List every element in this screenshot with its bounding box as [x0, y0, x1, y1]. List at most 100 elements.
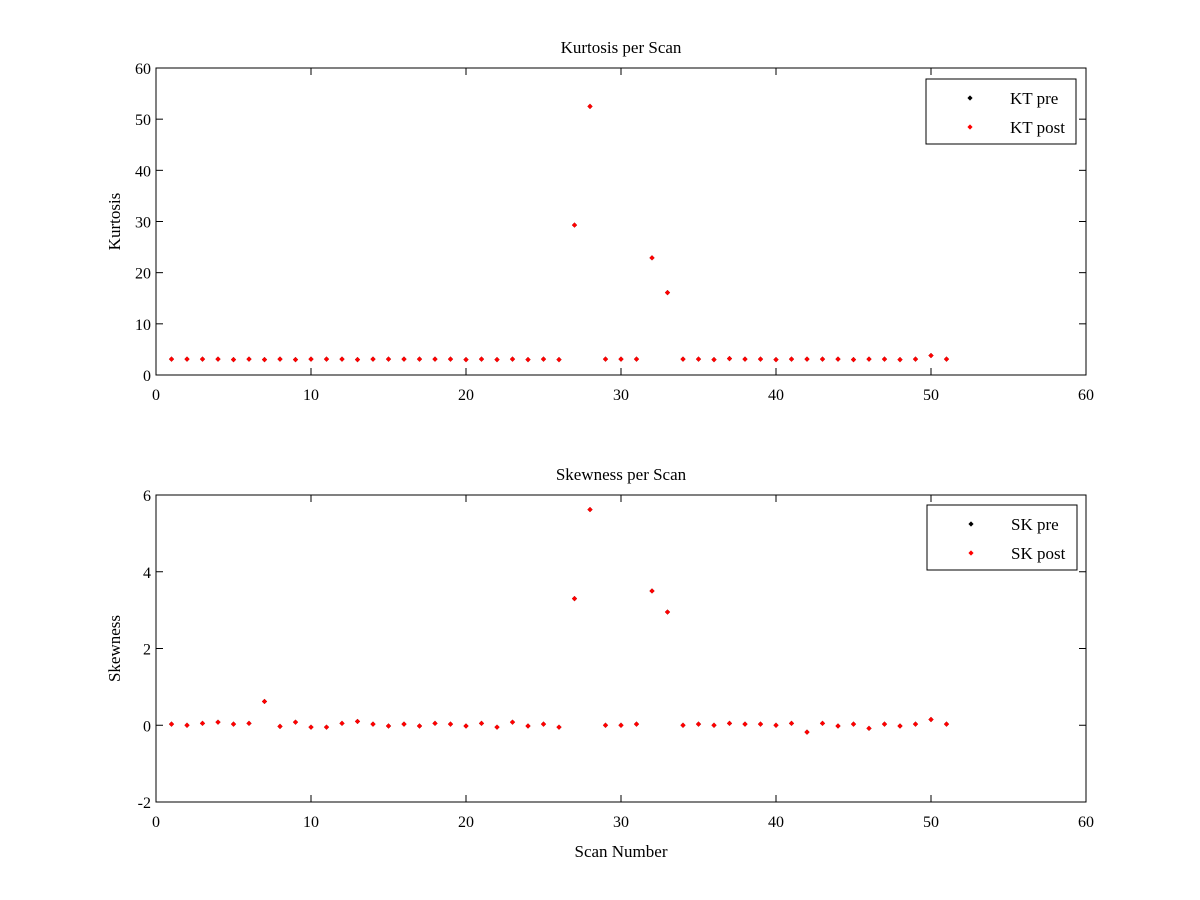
- skewness-point: [463, 723, 469, 729]
- kurtosis-point: [571, 222, 578, 228]
- skewness-x-tick-label: 30: [613, 814, 629, 831]
- kurtosis-point: [943, 356, 950, 362]
- kurtosis-point: [447, 356, 454, 362]
- kurtosis-point: [680, 356, 686, 362]
- kurtosis-point: [385, 356, 392, 362]
- kurtosis-point: [432, 356, 438, 362]
- skewness-x-tick-label: 20: [458, 814, 474, 831]
- skewness-point: [525, 723, 531, 729]
- kurtosis-x-tick-label: 10: [303, 387, 319, 404]
- kurtosis-y-tick-label: 60: [135, 61, 151, 78]
- skewness-point: [339, 720, 345, 726]
- kurtosis-point: [323, 356, 330, 362]
- skewness-title: Skewness per Scan: [556, 465, 687, 484]
- skewness-point: [354, 718, 361, 725]
- skewness-point: [602, 722, 609, 728]
- kurtosis-x-tick-label: 30: [613, 387, 629, 404]
- kurtosis-x-tick-label: 60: [1078, 387, 1094, 404]
- kurtosis-point: [509, 356, 516, 362]
- skewness-point: [509, 719, 516, 725]
- skewness-point: [819, 720, 826, 726]
- skewness-point: [866, 725, 872, 731]
- kurtosis-point: [587, 103, 593, 109]
- skewness-point: [773, 722, 779, 728]
- kurtosis-point: [773, 357, 779, 363]
- kurtosis-point: [463, 357, 469, 363]
- skewness-point: [447, 721, 454, 727]
- kurtosis-point: [633, 356, 640, 362]
- skewness-point: [292, 719, 299, 725]
- skewness-point: [308, 724, 314, 730]
- kurtosis-point: [664, 290, 671, 296]
- skewness-legend-marker: [968, 550, 974, 556]
- kurtosis-x-tick-label: 50: [923, 387, 939, 404]
- kurtosis-point: [308, 356, 314, 362]
- kurtosis-point: [912, 356, 919, 362]
- skewness-point: [494, 724, 500, 730]
- kurtosis-title: Kurtosis per Scan: [561, 38, 682, 57]
- kurtosis-point: [850, 357, 857, 363]
- kurtosis-legend-marker: [967, 124, 973, 130]
- kurtosis-point: [494, 357, 500, 363]
- skewness-y-tick-label: 4: [143, 565, 151, 582]
- skewness-point: [618, 722, 624, 728]
- skewness-point: [540, 721, 547, 727]
- skewness-y-tick-label: 2: [143, 642, 151, 659]
- kurtosis-point: [416, 356, 423, 362]
- kurtosis-legend-box: [925, 78, 1077, 145]
- kurtosis-point: [711, 357, 717, 363]
- skewness-point: [556, 724, 562, 730]
- kurtosis-point: [804, 356, 810, 362]
- skewness-point: [246, 720, 252, 726]
- kurtosis-point: [168, 356, 175, 362]
- skewness-point: [323, 724, 330, 730]
- kurtosis-point: [819, 356, 826, 362]
- skewness-x-tick-label: 50: [923, 814, 939, 831]
- kurtosis-point: [292, 357, 299, 363]
- kurtosis-point: [370, 356, 376, 362]
- skewness-y-tick-label: 6: [143, 488, 151, 505]
- kurtosis-point: [726, 356, 733, 362]
- kurtosis-point: [478, 356, 485, 362]
- kurtosis-y-tick-label: 50: [135, 112, 151, 129]
- kurtosis-point: [540, 356, 547, 362]
- skewness-point: [230, 721, 237, 727]
- kurtosis-y-tick-label: 20: [135, 266, 151, 283]
- kurtosis-x-tick-label: 0: [152, 387, 160, 404]
- skewness-x-tick-label: 0: [152, 814, 160, 831]
- kurtosis-point: [602, 356, 609, 362]
- skewness-point: [912, 721, 919, 727]
- kurtosis-plot: 0 10 20 30 40 50 60 0 10 20 30 40 50 60 Kurtosis per S…: [105, 38, 1094, 404]
- kurtosis-point: [261, 357, 268, 363]
- skewness-x-axis-label: Scan Number: [574, 842, 667, 861]
- skewness-legend-marker: [968, 521, 974, 527]
- skewness-point: [742, 721, 748, 727]
- kurtosis-legend-label: KT pre: [1010, 89, 1058, 108]
- skewness-y-tick-label: -2: [138, 795, 151, 812]
- kurtosis-point: [866, 356, 872, 362]
- skewness-legend-label: SK pre: [1011, 515, 1059, 534]
- skewness-point: [385, 723, 392, 729]
- kurtosis-x-tick-label: 40: [768, 387, 784, 404]
- kurtosis-y-tick-label: 10: [135, 317, 151, 334]
- skewness-point: [184, 722, 190, 728]
- kurtosis-point: [277, 356, 283, 362]
- kurtosis-y-tick-label: 0: [143, 368, 151, 385]
- skewness-point: [277, 723, 283, 730]
- skewness-point: [711, 722, 717, 728]
- skewness-point: [416, 723, 423, 729]
- skewness-point: [401, 721, 407, 727]
- skewness-point: [571, 596, 578, 602]
- skewness-point: [928, 716, 934, 723]
- skewness-point: [261, 698, 268, 705]
- kurtosis-point: [757, 356, 764, 362]
- kurtosis-point: [184, 356, 190, 362]
- skewness-point: [680, 722, 686, 728]
- kurtosis-point: [835, 356, 841, 362]
- skewness-point: [850, 721, 857, 727]
- skewness-point: [370, 721, 376, 727]
- skewness-point: [835, 723, 841, 729]
